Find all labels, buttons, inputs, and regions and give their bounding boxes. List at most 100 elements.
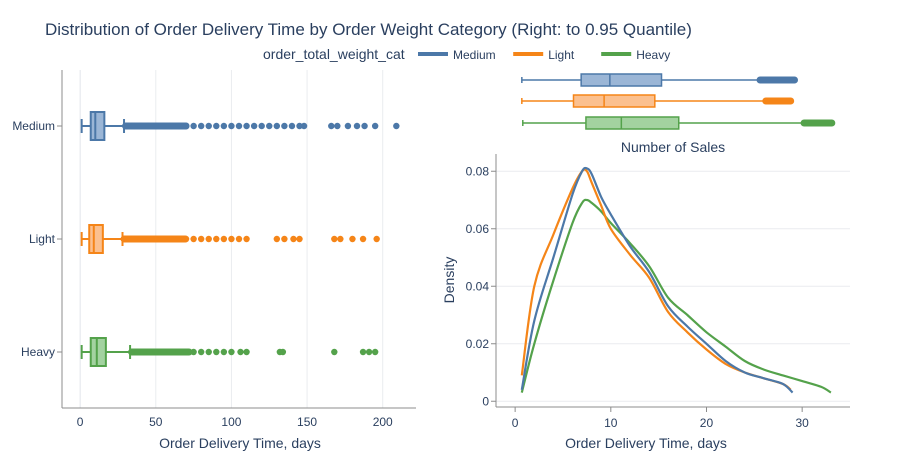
outlier-point-light xyxy=(167,235,175,243)
outlier-point-heavy xyxy=(167,348,175,356)
outlier-point-medium xyxy=(213,122,220,130)
outlier-point-medium xyxy=(235,122,243,130)
outlier-point-light xyxy=(120,235,128,243)
density-y-tick-label: 0 xyxy=(482,394,489,408)
left-boxplot-panel: 0 50 100 150 200 Medium Light Heavy xyxy=(12,70,416,429)
outlier-point-medium xyxy=(152,122,159,130)
density-line-heavy xyxy=(520,198,832,394)
outlier-point-light xyxy=(145,235,152,243)
density-x-tick-label: 30 xyxy=(795,416,809,430)
outlier-point-heavy xyxy=(243,348,250,356)
outlier-point-light xyxy=(296,235,303,243)
outlier-point-light xyxy=(373,235,380,243)
outlier-point-light xyxy=(152,235,159,243)
x-tick-label: 200 xyxy=(373,415,393,429)
density-x-tick-label: 0 xyxy=(512,416,519,430)
outlier-point-heavy xyxy=(279,348,287,356)
outlier-point-heavy xyxy=(140,348,147,356)
outlier-point-heavy xyxy=(220,348,228,356)
outlier-point-medium xyxy=(122,122,129,130)
outlier-point-light xyxy=(205,235,212,243)
outlier-point-medium xyxy=(160,122,167,130)
outlier-point-heavy xyxy=(205,348,212,356)
outlier-point-heavy xyxy=(197,348,205,356)
box-light xyxy=(88,224,104,254)
outlier-point-light xyxy=(359,235,367,243)
y-tick-label-light: Light xyxy=(29,232,56,246)
outlier-point-medium xyxy=(220,122,228,130)
outlier-point-heavy xyxy=(359,348,367,356)
outlier-point-light xyxy=(228,235,235,243)
legend[interactable]: order_total_weight_cat Medium Light Heavy xyxy=(263,46,670,62)
outlier-point-heavy xyxy=(182,348,190,356)
outlier-point-heavy xyxy=(175,348,182,356)
legend-title: order_total_weight_cat xyxy=(263,46,405,62)
density-y-tick-label: 0.08 xyxy=(466,164,490,178)
x-tick-label: 100 xyxy=(221,415,241,429)
outlier-point-light xyxy=(129,235,137,243)
outlier-point-medium xyxy=(371,122,379,130)
outlier-point-medium xyxy=(190,122,197,130)
outlier-point-light xyxy=(349,235,356,243)
outlier-point-medium xyxy=(273,122,281,130)
y-tick-label-medium: Medium xyxy=(12,119,55,133)
outlier-point-medium xyxy=(228,122,235,130)
outlier-point-heavy xyxy=(146,348,153,356)
outlier-point-medium xyxy=(361,122,368,130)
density-y-tick-label: 0.06 xyxy=(466,222,490,236)
density-x-tick-label: 10 xyxy=(604,416,618,430)
outlier-point-medium xyxy=(137,122,144,130)
outlier-point-medium xyxy=(344,122,352,130)
outlier-point-light xyxy=(220,235,228,243)
x-tick-label: 50 xyxy=(149,415,163,429)
outlier-point-medium xyxy=(145,122,152,130)
outlier-point-light xyxy=(273,235,281,243)
outlier-point-medium xyxy=(300,122,308,130)
box-heavy xyxy=(89,337,107,367)
outlier-point-light xyxy=(281,235,288,243)
outlier-point-medium xyxy=(296,122,303,130)
outlier-point-heavy xyxy=(134,348,141,356)
density-title: Number of Sales xyxy=(621,139,725,155)
outlier-point-medium xyxy=(129,122,137,130)
top-box-heavy xyxy=(585,116,680,130)
legend-label-medium: Medium xyxy=(453,48,496,62)
outlier-point-heavy xyxy=(190,348,197,356)
outlier-point-heavy xyxy=(371,348,379,356)
outlier-point-light xyxy=(290,235,297,243)
outlier-point-medium xyxy=(205,122,212,130)
boxplot-x-axis-label: Order Delivery Time, days xyxy=(159,435,321,451)
outlier-point-light xyxy=(197,235,205,243)
outlier-point-heavy xyxy=(365,348,373,356)
density-y-axis-label: Density xyxy=(441,257,457,304)
outlier-point-light xyxy=(337,235,344,243)
outlier-point-medium xyxy=(328,122,335,130)
top-box-medium xyxy=(580,73,663,87)
x-tick-label: 0 xyxy=(77,415,84,429)
outlier-point-heavy xyxy=(160,348,167,356)
density-y-tick-label: 0.04 xyxy=(466,279,490,293)
outlier-point-medium xyxy=(182,122,190,130)
outlier-point-heavy xyxy=(331,348,338,356)
outlier-point-medium xyxy=(258,122,265,130)
outlier-point-medium xyxy=(288,122,296,130)
outlier-point-medium xyxy=(266,122,273,130)
outlier-point-light xyxy=(190,235,197,243)
outlier-point-light xyxy=(331,235,338,243)
outlier-point-heavy xyxy=(213,348,220,356)
outlier-point-heavy xyxy=(237,348,244,356)
density-y-tick-label: 0.02 xyxy=(466,337,490,351)
top-boxplot-panel xyxy=(521,73,836,130)
outlier-point-medium xyxy=(197,122,205,130)
outlier-point-medium xyxy=(167,122,175,130)
outlier-point-medium xyxy=(250,122,258,130)
outlier-point-light xyxy=(137,235,144,243)
outlier-point-heavy xyxy=(128,348,135,356)
density-x-axis-label: Order Delivery Time, days xyxy=(565,435,727,451)
box-medium xyxy=(89,111,106,141)
outlier-point-heavy xyxy=(228,348,235,356)
y-tick-label-heavy: Heavy xyxy=(21,345,55,359)
density-x-tick-label: 20 xyxy=(700,416,714,430)
